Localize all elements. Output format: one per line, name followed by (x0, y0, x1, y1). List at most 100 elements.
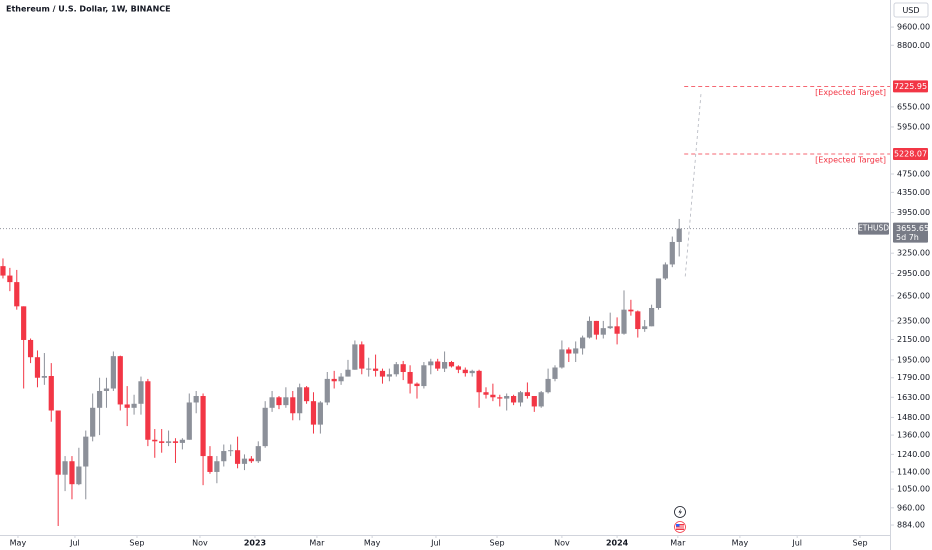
candle-body (648, 307, 655, 327)
candle-body (0, 266, 6, 276)
candle-body (228, 450, 234, 452)
candle-body (662, 264, 668, 279)
candle-body (186, 402, 192, 440)
candle-body (221, 451, 227, 462)
x-tick-label: May (364, 539, 381, 548)
candle-body (441, 362, 448, 369)
candle-body (435, 361, 441, 369)
candle-body (262, 407, 268, 447)
candle-body (276, 397, 282, 406)
candle-body (207, 456, 213, 472)
event-icons[interactable] (674, 506, 686, 533)
flag-canton (676, 524, 680, 527)
candle-body (317, 402, 323, 425)
candle-body (103, 388, 110, 391)
x-tick-label: Sep (852, 539, 867, 548)
candle-body (283, 397, 289, 406)
target-note: [Expected Target] (815, 155, 886, 164)
candle-body (303, 387, 310, 402)
candle-body (27, 339, 34, 358)
chart-title: Ethereum / U.S. Dollar, 1W, BINANCE (6, 5, 171, 14)
candle-body (214, 461, 220, 472)
y-tick-label: 1790.00 (897, 373, 930, 382)
candle-body (573, 348, 579, 354)
candle-body (372, 368, 379, 371)
candle-body (48, 375, 54, 411)
candle-body (607, 326, 613, 329)
countdown-label: 5d 7h (896, 233, 919, 242)
candle-body (586, 320, 593, 338)
candle-body (172, 441, 179, 443)
candle-body (200, 396, 206, 457)
candle-body (179, 439, 185, 443)
x-tick-label: Nov (554, 539, 570, 548)
candle-body (152, 439, 158, 442)
target-note: [Expected Target] (815, 88, 886, 97)
candle-body (642, 326, 648, 330)
candle-body (352, 344, 358, 370)
candle-body (462, 369, 468, 374)
candle-body (90, 407, 96, 437)
candle-body (476, 370, 482, 393)
x-tick-label: Nov (192, 539, 208, 548)
candle-body (83, 436, 89, 467)
y-tick-label: 884.00 (897, 521, 925, 530)
y-tick-label: 3950.00 (897, 208, 930, 217)
candle-body (310, 401, 317, 425)
candle-body (655, 278, 662, 308)
candle-body (428, 361, 434, 366)
currency-box[interactable] (893, 2, 929, 18)
candle-body (510, 396, 517, 403)
y-tick-label: 1950.00 (897, 355, 930, 364)
y-tick-label: 9600.00 (897, 23, 930, 32)
candle-body (255, 446, 261, 462)
y-tick-label: 1360.00 (897, 431, 930, 440)
candle-body (159, 441, 165, 443)
last-price-label: 3655.65 (896, 224, 929, 233)
candle-body (531, 396, 537, 407)
candle-body (559, 349, 565, 368)
candle-body (400, 364, 406, 372)
flag-stripe (676, 527, 684, 529)
candle-body (55, 410, 61, 475)
x-tick-label: 2023 (244, 539, 266, 548)
lightning (678, 508, 682, 516)
projection-line (684, 91, 702, 277)
y-tick-label: 4750.00 (897, 169, 930, 178)
candle-body (324, 378, 330, 403)
candle-body (69, 461, 75, 485)
candle-body (635, 311, 641, 330)
candle-body (269, 397, 275, 408)
target-price-label: 7225.95 (894, 82, 927, 91)
candle-body (338, 376, 344, 382)
candle-body (138, 381, 144, 404)
y-tick-label: 1140.00 (897, 467, 930, 476)
candle-body (124, 404, 130, 408)
candle-body (145, 381, 151, 440)
y-tick-label: 6550.00 (897, 102, 930, 111)
x-tick-label: Sep (489, 539, 504, 548)
candle-body (165, 441, 172, 443)
candle-body (621, 309, 627, 334)
x-tick-label: Mar (309, 539, 325, 548)
candle-body (14, 282, 20, 307)
target-price-box (893, 147, 928, 160)
candle-body (517, 392, 524, 403)
currency[interactable]: USD (902, 6, 919, 15)
candle-body (366, 368, 372, 370)
y-tick-label: 3250.00 (897, 249, 930, 258)
candle-body (62, 461, 68, 475)
candle-body (676, 228, 682, 242)
candle-body (483, 392, 489, 395)
candle-body (41, 375, 47, 378)
candle-body (248, 458, 254, 462)
target-price-label: 5228.07 (894, 149, 927, 158)
y-tick-label: 2950.00 (897, 269, 930, 278)
candle-body (414, 383, 420, 387)
candle-body (552, 367, 558, 379)
y-tick-label: 4350.00 (897, 188, 930, 197)
x-tick-label: 2024 (606, 539, 629, 548)
y-tick-label: 5950.00 (897, 122, 930, 131)
